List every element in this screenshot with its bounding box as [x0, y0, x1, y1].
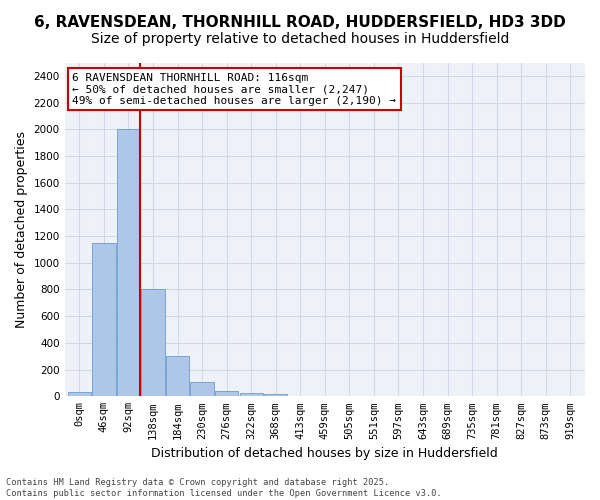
Text: Contains HM Land Registry data © Crown copyright and database right 2025.
Contai: Contains HM Land Registry data © Crown c… [6, 478, 442, 498]
Bar [142, 290, 164, 397]
Y-axis label: Number of detached properties: Number of detached properties [15, 131, 28, 328]
Bar [92, 243, 116, 396]
Bar [117, 130, 140, 396]
Bar [68, 392, 91, 396]
Bar [215, 391, 238, 396]
Bar [190, 382, 214, 396]
Text: Size of property relative to detached houses in Huddersfield: Size of property relative to detached ho… [91, 32, 509, 46]
Bar [166, 356, 189, 397]
Text: 6, RAVENSDEAN, THORNHILL ROAD, HUDDERSFIELD, HD3 3DD: 6, RAVENSDEAN, THORNHILL ROAD, HUDDERSFI… [34, 15, 566, 30]
Text: 6 RAVENSDEAN THORNHILL ROAD: 116sqm
← 50% of detached houses are smaller (2,247): 6 RAVENSDEAN THORNHILL ROAD: 116sqm ← 50… [73, 72, 397, 106]
Bar [264, 394, 287, 396]
Bar [239, 392, 263, 396]
X-axis label: Distribution of detached houses by size in Huddersfield: Distribution of detached houses by size … [151, 447, 498, 460]
